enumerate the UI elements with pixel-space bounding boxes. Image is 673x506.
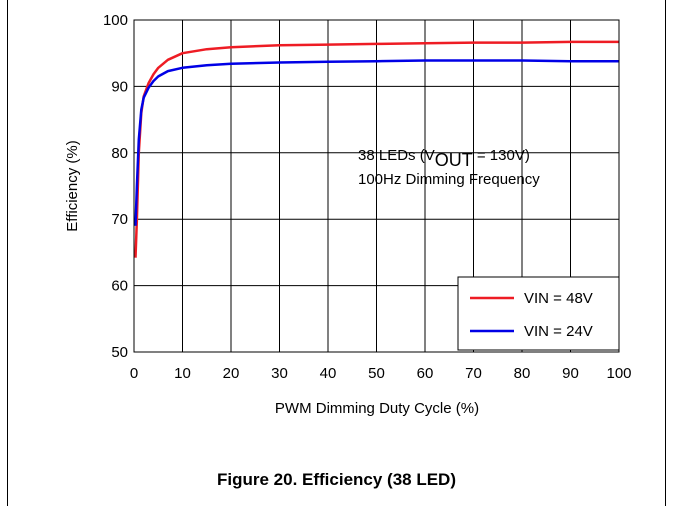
x-tick-label: 100 bbox=[606, 365, 631, 382]
legend-box bbox=[457, 276, 620, 351]
x-axis-label: PWM Dimming Duty Cycle (%) bbox=[275, 400, 479, 417]
x-tick-label: 80 bbox=[514, 365, 531, 382]
figure-caption: Figure 20. Efficiency (38 LED) bbox=[216, 470, 456, 489]
legend: VIN = 48V VIN = 24V bbox=[457, 276, 620, 351]
annotation-line-2: 100Hz Dimming Frequency bbox=[358, 171, 540, 188]
x-tick-label: 0 bbox=[130, 365, 138, 382]
x-tick-label: 20 bbox=[223, 365, 240, 382]
frame-left-border bbox=[7, 0, 8, 506]
annotation: 38 LEDs (VOUT = 130V) 100Hz Dimming Freq… bbox=[358, 147, 540, 188]
y-tick-label: 80 bbox=[111, 145, 128, 162]
x-tick-label: 30 bbox=[271, 365, 288, 382]
y-tick-label: 90 bbox=[111, 78, 128, 95]
x-tick-label: 90 bbox=[562, 365, 579, 382]
x-tick-label: 40 bbox=[320, 365, 337, 382]
efficiency-chart: 0 10 20 30 40 50 60 70 80 90 100 50 60 70 80 90 100 38 L… bbox=[64, 12, 632, 417]
frame-right-border bbox=[665, 0, 666, 506]
series-layer bbox=[134, 40, 619, 258]
legend-label-vin48: VIN = 48V bbox=[524, 290, 593, 307]
x-tick-label: 70 bbox=[465, 365, 482, 382]
grid-lines bbox=[134, 20, 619, 352]
x-tick-label: 50 bbox=[368, 365, 385, 382]
y-tick-label: 100 bbox=[103, 12, 128, 29]
y-tick-label: 70 bbox=[111, 211, 128, 228]
annotation-line-1: 38 LEDs (VOUT = 130V) bbox=[358, 147, 530, 170]
x-tick-label: 10 bbox=[174, 365, 191, 382]
x-tick-label: 60 bbox=[417, 365, 434, 382]
y-axis-label: Efficiency (%) bbox=[64, 140, 81, 231]
axis-ticks: 0 10 20 30 40 50 60 70 80 90 100 50 60 70 80 90 100 bbox=[103, 12, 632, 382]
plot-border bbox=[133, 19, 620, 353]
y-tick-label: 50 bbox=[111, 344, 128, 361]
legend-label-vin24: VIN = 24V bbox=[524, 323, 593, 340]
series-line-vin24 bbox=[134, 59, 619, 226]
y-tick-label: 60 bbox=[111, 278, 128, 295]
